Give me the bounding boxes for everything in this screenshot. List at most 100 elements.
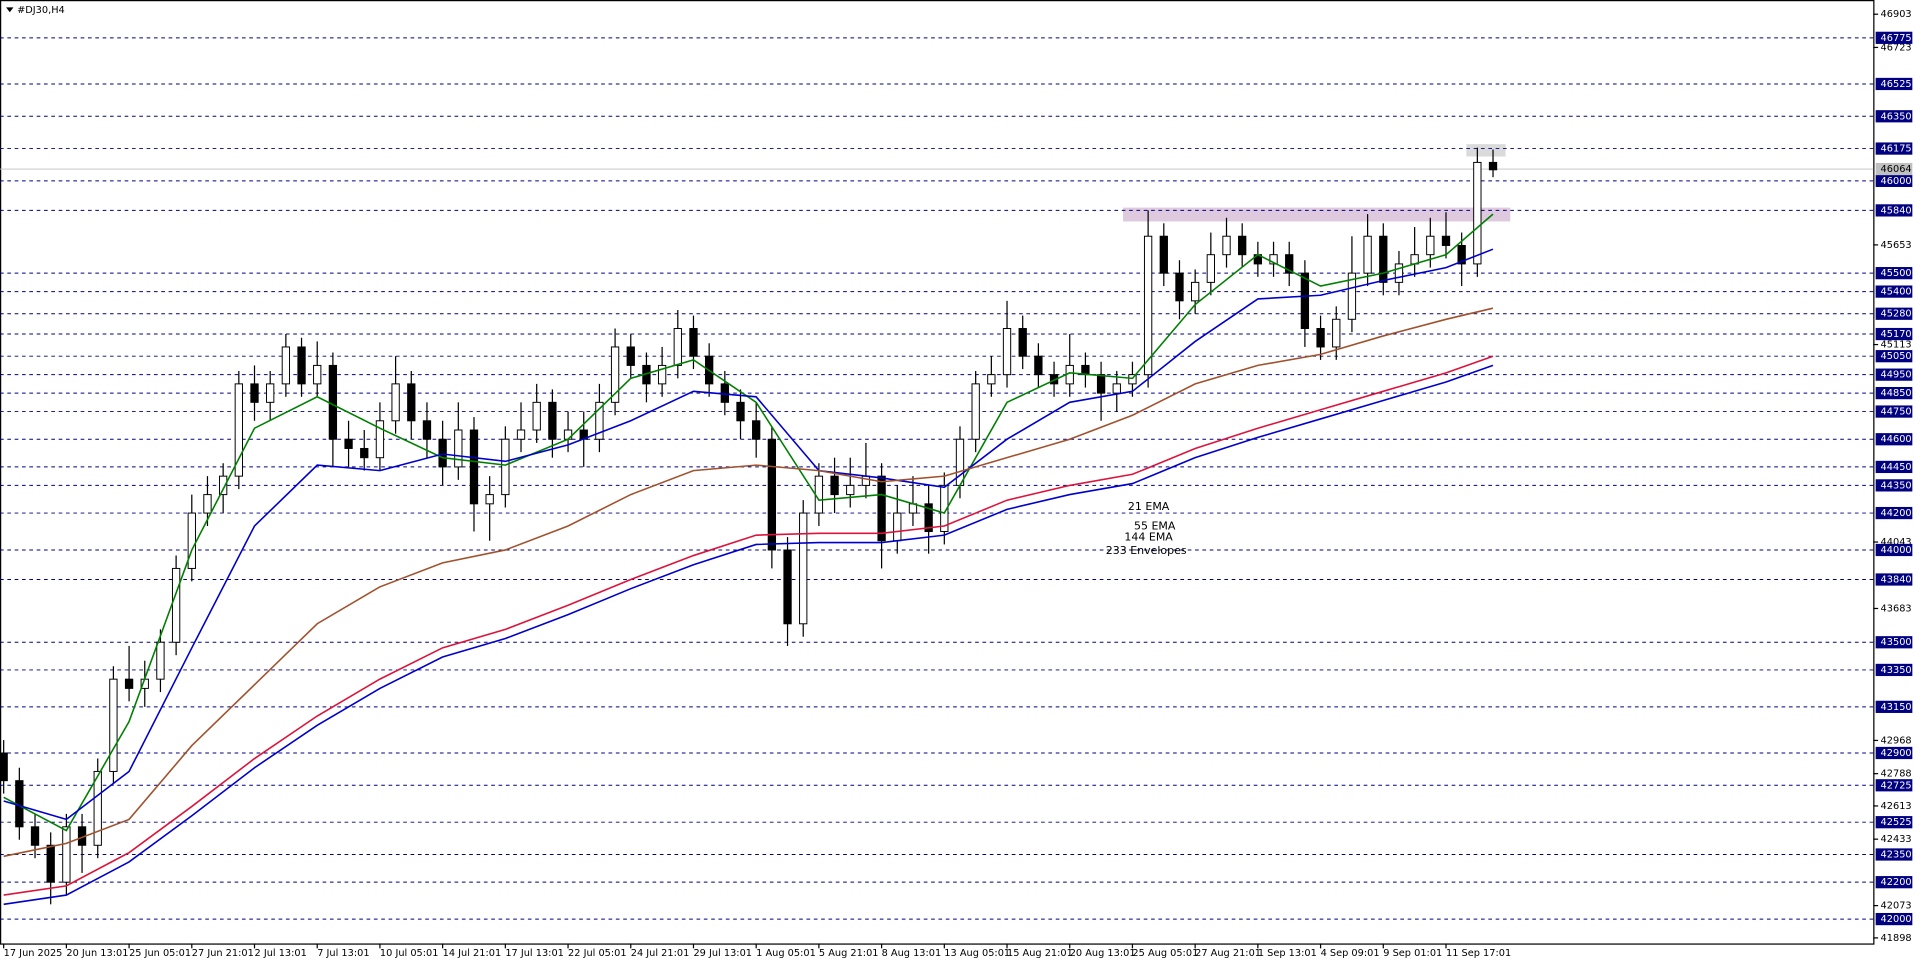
candle-body: [626, 346, 635, 366]
x-tick-label: 29 Jul 13:01: [693, 948, 752, 959]
y-tick-label: 45653: [1881, 240, 1912, 251]
level-label-bg: [1875, 204, 1913, 217]
level-label: 45840: [1881, 205, 1912, 216]
candle-body: [673, 328, 682, 366]
candle-body: [893, 512, 902, 542]
level-label: 43150: [1881, 702, 1912, 713]
candle-body: [1285, 254, 1294, 274]
y-tick-label: 44043: [1881, 537, 1912, 548]
x-tick-label: 13 Aug 05:01: [944, 948, 1010, 959]
level-label: 46775: [1881, 33, 1912, 44]
candle-body: [971, 383, 980, 440]
level-label-bg: [1875, 142, 1913, 155]
candle-body: [1159, 235, 1168, 274]
x-tick-label: 15 Aug 21:01: [1007, 948, 1073, 959]
candle-body: [454, 429, 463, 468]
level-label: 42350: [1881, 849, 1912, 860]
level-label: 45280: [1881, 309, 1912, 320]
level-label-bg: [1875, 876, 1913, 889]
candle-body: [610, 346, 620, 403]
candle-body: [799, 512, 808, 625]
candle-body: [187, 512, 196, 569]
candle-body: [93, 770, 102, 846]
x-tick-label: 11 Sep 17:01: [1446, 948, 1511, 959]
x-tick-label: 9 Sep 01:01: [1383, 948, 1442, 959]
level-label: 43840: [1881, 575, 1912, 586]
candle-body: [1112, 383, 1121, 394]
plot-frame: [0, 0, 1875, 945]
candle-body: [1394, 263, 1404, 283]
candle-body: [987, 374, 996, 385]
level-label-bg: [1875, 636, 1913, 649]
candle-body: [469, 429, 479, 505]
candle-body: [595, 401, 604, 440]
candle-body: [1206, 254, 1215, 283]
candle-body: [203, 494, 212, 514]
x-tick-label: 27 Aug 21:01: [1195, 948, 1261, 959]
level-label-bg: [1875, 746, 1913, 760]
candle-body: [250, 383, 259, 403]
y-tick-label: 42433: [1881, 834, 1912, 845]
candle-body: [0, 752, 8, 782]
candle-body: [877, 475, 886, 542]
y-tick-label: 43683: [1881, 603, 1912, 614]
y-tick-label: 42788: [1881, 769, 1912, 780]
candle-body: [422, 420, 432, 440]
candle-body: [171, 567, 181, 643]
x-tick-label: 25 Aug 05:01: [1132, 948, 1198, 959]
level-label: 42900: [1881, 748, 1912, 759]
candle-body: [375, 420, 385, 459]
level-label-bg: [1875, 663, 1913, 677]
candle-body: [1457, 244, 1466, 265]
candle-body: [548, 401, 557, 440]
level-label-bg: [1875, 460, 1913, 474]
x-tick-label: 1 Sep 13:01: [1258, 948, 1317, 959]
level-label: 46350: [1881, 111, 1912, 122]
level-label-bg: [1875, 816, 1913, 829]
last-price-label: 46064: [1881, 164, 1912, 175]
x-tick-label: 24 Jul 21:01: [631, 948, 690, 959]
y-tick-label: 41898: [1881, 933, 1912, 944]
indicator-line: [3, 307, 1494, 858]
candle-body: [1426, 235, 1435, 256]
candle-body: [360, 447, 369, 459]
candle-body: [1190, 281, 1200, 302]
level-label-bg: [1875, 31, 1913, 44]
zone: [1466, 144, 1506, 157]
level-label-bg: [1875, 779, 1913, 792]
candle-body: [218, 475, 228, 496]
candle-body: [391, 383, 400, 422]
candle-body: [1143, 235, 1153, 376]
level-label-bg: [1875, 433, 1913, 446]
candle-body: [407, 383, 416, 422]
y-tick-label: 45113: [1881, 340, 1912, 351]
candle-body: [1034, 355, 1043, 376]
level-label-bg: [1875, 350, 1913, 363]
candle-body: [1473, 161, 1482, 265]
candle-body: [1379, 235, 1388, 283]
candle-body: [1300, 272, 1310, 329]
y-tick-label: 42613: [1881, 801, 1912, 812]
candle-body: [234, 383, 243, 477]
candle-body: [281, 346, 291, 385]
x-tick-label: 17 Jun 2025: [4, 948, 63, 959]
candle-body: [516, 429, 526, 440]
level-label-bg: [1875, 327, 1913, 341]
level-label: 44750: [1881, 407, 1912, 418]
zone: [1123, 207, 1511, 222]
indicator-line: [3, 248, 1494, 821]
candle-body: [1222, 235, 1231, 256]
level-label: 42200: [1881, 877, 1912, 888]
level-label: 46175: [1881, 144, 1912, 155]
level-label: 42725: [1881, 780, 1912, 791]
x-tick-label: 14 Jul 21:01: [443, 948, 502, 959]
candle-body: [328, 364, 338, 440]
x-tick-label: 10 Jul 05:01: [380, 948, 439, 959]
level-label: 45400: [1881, 287, 1912, 298]
legend-label: 55 EMA: [1134, 520, 1176, 533]
level-label: 43350: [1881, 665, 1912, 676]
candle-body: [1269, 254, 1278, 265]
x-tick-label: 22 Jul 05:01: [568, 948, 627, 959]
legend-label: 21 EMA: [1128, 500, 1170, 513]
